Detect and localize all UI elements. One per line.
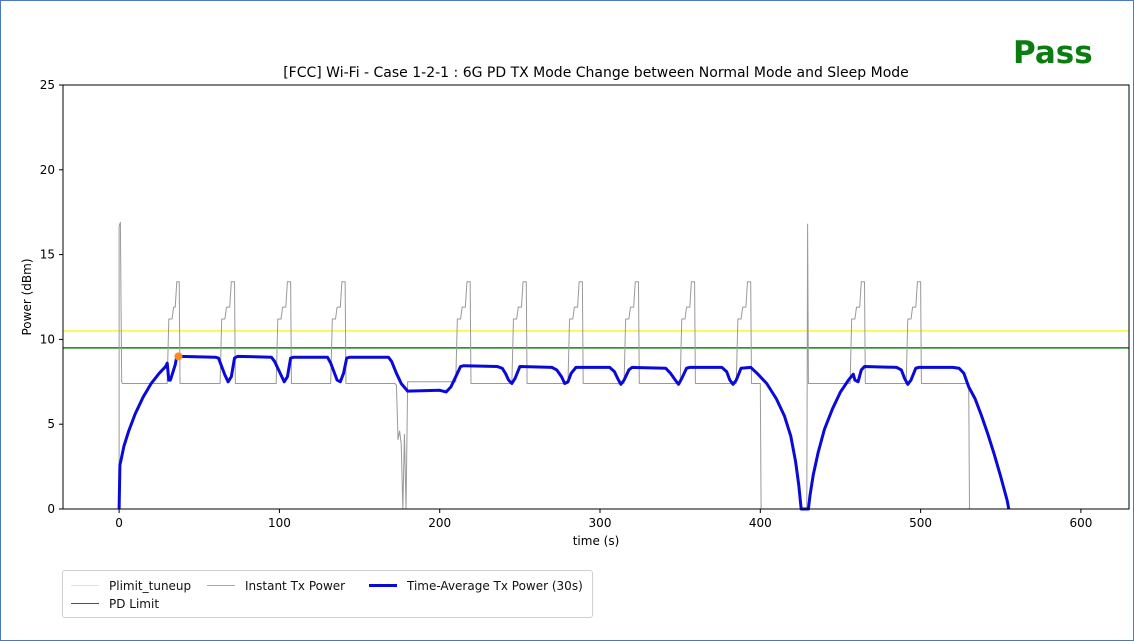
y-axis-label: Power (dBm) <box>20 259 34 336</box>
legend-swatch-plimit-tuneup <box>71 585 99 586</box>
y-tick-label: 25 <box>40 78 55 92</box>
y-tick-label: 10 <box>40 332 55 346</box>
x-tick-label: 100 <box>268 516 291 530</box>
y-tick-label: 5 <box>47 417 55 431</box>
x-axis-label: time (s) <box>573 534 620 548</box>
legend: Plimit_tuneup PD Limit Instant Tx Power … <box>62 570 593 618</box>
y-tick-label: 20 <box>40 163 55 177</box>
legend-label-time-average-tx-power: Time-Average Tx Power (30s) <box>407 579 583 593</box>
x-tick-label: 400 <box>749 516 772 530</box>
x-tick-label: 200 <box>428 516 451 530</box>
plot-marks <box>63 221 1129 511</box>
x-tick-label: 600 <box>1069 516 1092 530</box>
y-tick-label: 0 <box>47 502 55 516</box>
legend-swatch-instant-tx-power <box>207 585 235 586</box>
legend-label-instant-tx-power: Instant Tx Power <box>245 579 346 593</box>
x-tick-label: 300 <box>589 516 612 530</box>
legend-label-pd-limit: PD Limit <box>109 597 160 611</box>
series-line-instant-tx-power <box>118 221 970 510</box>
legend-label-plimit-tuneup: Plimit_tuneup <box>109 579 192 593</box>
chart-title: [FCC] Wi-Fi - Case 1-2-1 : 6G PD TX Mode… <box>283 65 909 81</box>
legend-swatch-time-average-tx-power <box>369 584 397 587</box>
axis-ticks: 0 100 200 300 400 500 600 0 5 10 15 20 25 <box>40 78 1093 530</box>
series-line-time-average-tx-power-30s <box>117 354 1011 511</box>
pass-status-label: Pass <box>1013 35 1093 71</box>
highlight-point <box>174 352 183 361</box>
x-tick-label: 500 <box>909 516 932 530</box>
y-tick-label: 15 <box>40 248 55 262</box>
legend-swatch-pd-limit <box>71 603 99 604</box>
plot-area-frame <box>62 84 1130 510</box>
x-tick-label: 0 <box>115 516 123 530</box>
